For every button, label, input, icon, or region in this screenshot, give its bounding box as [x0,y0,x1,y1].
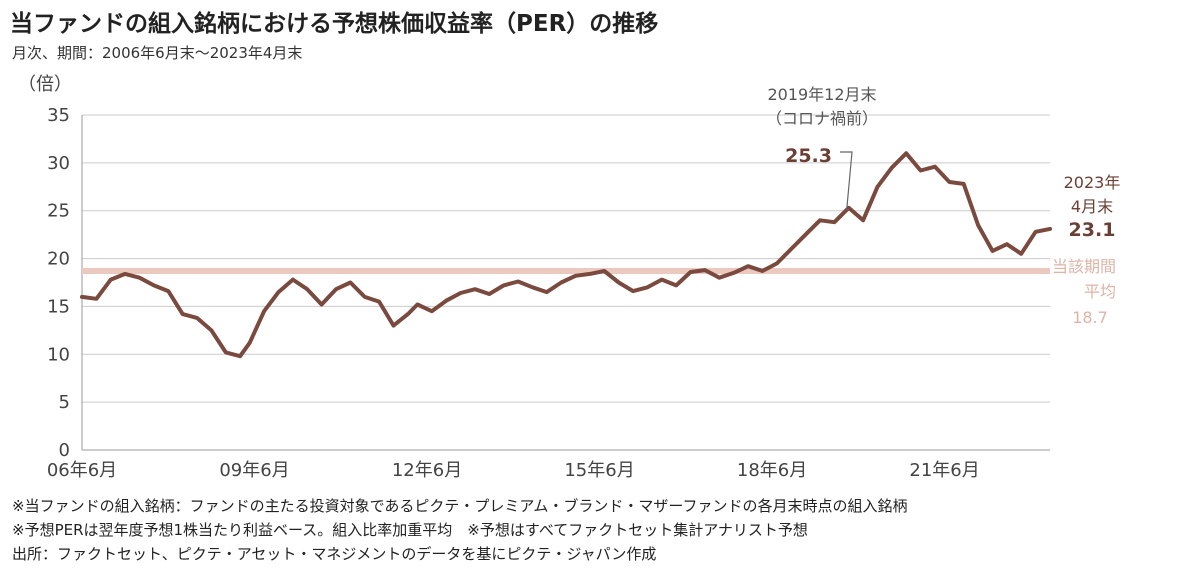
x-tick-label: 18年6月 [737,460,807,481]
y-tick-label: 0 [59,440,70,461]
y-axis-label: （倍） [18,74,72,95]
footnote-holdings: ※当ファンドの組入銘柄：ファンドの主たる投資対象であるピクテ・プレミアム・ブラン… [12,497,908,515]
average-value-label: 18.7 [1072,308,1108,327]
y-tick-label: 5 [59,392,70,413]
y-tick-label: 10 [47,344,70,365]
chart-period: 月次、期間：2006年6月末～2023年4月末 [12,44,303,62]
x-tick-label: 12年6月 [392,460,462,481]
y-tick-label: 30 [47,153,70,174]
x-tick-label: 21年6月 [909,460,979,481]
annotation-latest-year: 2023年 [1064,173,1121,192]
x-tick-label: 06年6月 [47,460,117,481]
footnote-per: ※予想PERは翌年度予想1株当たり利益ベース。組入比率加重平均 ※予想はすべてフ… [12,521,808,539]
chart-title: 当ファンドの組入銘柄における予想株価収益率（PER）の推移 [10,11,659,37]
annotation-leader-line [840,151,853,210]
x-tick-label: 15年6月 [564,460,634,481]
per-series-line [80,151,1052,359]
average-label: 当該期間 [1052,257,1116,276]
y-tick-label: 15 [47,296,70,317]
annotation-latest-value: 23.1 [1069,219,1116,241]
footnote-source: 出所：ファクトセット、ピクテ・アセット・マネジメントのデータを基にピクテ・ジャパ… [12,545,657,563]
y-tick-label: 20 [47,249,70,270]
annotation-pre-covid-date: 2019年12月末 [767,85,876,104]
annotation-latest-month: 4月末 [1071,197,1113,216]
average-label: 平均 [1084,282,1116,301]
y-tick-label: 35 [47,105,70,126]
annotation-pre-covid-note: （コロナ禍前） [766,109,878,128]
annotation-pre-covid-value: 25.3 [785,145,832,167]
x-tick-label: 09年6月 [219,460,289,481]
y-tick-label: 25 [47,201,70,222]
